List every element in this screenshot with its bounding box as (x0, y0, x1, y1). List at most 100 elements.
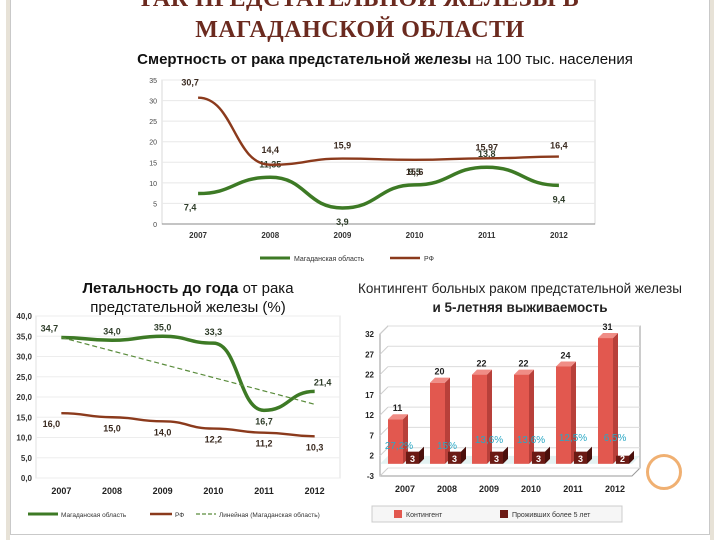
survivors-bar-label-2009: 3 (494, 454, 499, 464)
contingent-bar-top-2009 (472, 369, 492, 375)
lethality-y-tick: 10,0 (16, 434, 32, 443)
mortality-caption-rest: на 100 тыс. населения (475, 51, 633, 68)
lethality-data-label-rf-2010: 12,2 (205, 435, 223, 445)
contingent-bar-label-2010: 22 (518, 359, 528, 369)
contingent-grid-diag (379, 345, 389, 355)
contingent-bar-2007 (388, 419, 403, 464)
mortality-data-label-rf-2008: 14,4 (261, 145, 279, 155)
contingent-caption-normal: Контингент больных раком предстательной … (358, 281, 682, 296)
lethality-data-label-rf-2009: 14,0 (154, 427, 172, 437)
lethality-y-tick: 15,0 (16, 413, 32, 422)
lethality-y-tick: 20,0 (16, 393, 32, 402)
lethality-series-regional-line (61, 334, 315, 413)
contingent-chart-caption: Контингент больных раком предстательной … (355, 279, 685, 317)
lethality-data-label-regional-2010: 33,3 (205, 327, 223, 337)
mortality-y-tick: 15 (149, 160, 157, 167)
mortality-caption-bold: Смертность от рака предстательной железы (137, 51, 476, 68)
lethality-data-label-rf-2007: 16,0 (43, 419, 61, 429)
contingent-x-tick-2009: 2009 (479, 484, 499, 494)
mortality-chart-caption: Смертность от рака предстательной железы… (130, 50, 640, 69)
left-decor-bar (6, 0, 10, 540)
contingent-bar-label-2008: 20 (434, 367, 444, 377)
contingent-y-tick: 2 (370, 452, 375, 461)
lethality-caption-rest: от рака предстательной железы (%) (90, 280, 294, 316)
survivors-bar-label-2012: 2 (620, 454, 625, 464)
lethality-y-tick: 30,0 (16, 353, 32, 362)
lethality-data-label-regional-2012: 21,4 (314, 377, 332, 387)
lethality-chart: 0,0 5,0 10,0 15,0 20,0 25,0 30,0 35,0 40,0 2007 20… (16, 312, 341, 519)
mortality-data-label-rf-2010: 15,6 (406, 167, 424, 177)
contingent-y-tick: 12 (365, 411, 374, 420)
survivors-bar-side-2007 (419, 446, 424, 464)
mortality-legend-regional-label: Магаданская область (294, 255, 365, 263)
survivors-bar-2011 (574, 451, 587, 464)
contingent-grid-diag (379, 406, 389, 416)
contingent-x-tick-2012: 2012 (605, 484, 625, 494)
mortality-x-tick-2012: 2012 (550, 231, 568, 240)
contingent-grid-diag (379, 325, 389, 335)
mortality-series-regional-line (198, 165, 559, 210)
mortality-x-tick-2008: 2008 (261, 231, 279, 240)
contingent-legend-box (371, 505, 623, 523)
contingent-bar-side-2009 (487, 369, 492, 464)
contingent-y-tick: 17 (365, 391, 374, 400)
contingent-bar-top-2007 (388, 414, 408, 420)
contingent-bar-top-2011 (556, 361, 576, 367)
contingent-y-tick: -3 (367, 472, 375, 481)
contingent-bar-label-2012: 31 (602, 322, 612, 332)
contingent-grid-diag (379, 467, 389, 477)
lethality-data-label-regional-2009: 35,0 (154, 322, 172, 332)
mortality-data-label-rf-2009: 15,9 (334, 141, 352, 151)
contingent-bar-2008 (430, 382, 445, 464)
lethality-x-tick-2007: 2007 (51, 486, 71, 496)
contingent-x-tick-2008: 2008 (437, 484, 457, 494)
contingent-x-tick-2010: 2010 (521, 484, 541, 494)
contingent-x-tick-2011: 2011 (563, 484, 583, 494)
page-title-line-1: РАК ПРЕДСТАТЕЛЬНОЙ ЖЕЛЕЗЫ В (60, 0, 660, 12)
page-title-line-2: МАГАДАНСКОЙ ОБЛАСТИ (195, 17, 525, 43)
lethality-data-label-rf-2011: 11,2 (255, 439, 272, 449)
mortality-y-tick: 5 (153, 201, 157, 208)
mortality-data-label-regional-2012: 9,4 (553, 194, 566, 204)
mortality-y-tick: 25 (149, 119, 157, 126)
lethality-y-tick: 5,0 (21, 454, 33, 463)
contingent-grid-diag (379, 366, 389, 375)
survivors-bar-side-2011 (587, 446, 592, 464)
contingent-bar-side-2007 (403, 414, 408, 464)
survivors-bar-label-2010: 3 (536, 454, 541, 464)
contingent-bar-2012 (598, 338, 613, 464)
mortality-legend-rf-label: РФ (424, 256, 434, 263)
contingent-bar-label-2007: 11 (393, 403, 403, 413)
survivors-bar-label-2008: 3 (452, 454, 457, 464)
contingent-y-tick: 7 (370, 431, 375, 440)
contingent-y-tick: 22 (365, 371, 374, 380)
contingent-bar-2009 (472, 374, 487, 464)
lethality-chart-caption: Летальность до года от рака предстательн… (28, 279, 348, 317)
mortality-data-label-rf-2012: 16,4 (550, 141, 568, 151)
contingent-caption-bold: и 5-летняя выживаемость (432, 300, 608, 315)
slide-frame (10, 0, 710, 535)
mortality-y-tick: 20 (149, 140, 157, 147)
mortality-data-label-regional-2007: 7,4 (184, 203, 197, 213)
survival-rate-label-2010: 13,6% (517, 435, 545, 446)
contingent-legend-contingent-label: Контингент (406, 512, 443, 519)
mortality-y-tick: 35 (149, 78, 157, 85)
lethality-y-tick: 35,0 (16, 332, 32, 341)
mortality-chart: 0 5 10 15 20 25 30 35 2007 2008 2009 2010 2011 2012 7,… (149, 78, 596, 263)
contingent-bar-top-2008 (430, 377, 450, 383)
survivors-bar-2008 (448, 451, 461, 464)
lethality-data-label-rf-2008: 15,0 (103, 423, 121, 433)
contingent-bar-2011 (556, 366, 571, 464)
survivors-bar-side-2010 (545, 446, 550, 464)
contingent-y-tick: 32 (365, 330, 374, 339)
survivors-bar-2009 (490, 451, 503, 464)
mortality-data-label-regional-2011: 13,8 (478, 149, 496, 159)
contingent-grid-diag (379, 427, 389, 436)
survivors-bar-side-2009 (503, 446, 508, 464)
mortality-data-label-rf-2011: 15,97 (475, 142, 498, 152)
mortality-data-label-regional-2009: 3,9 (336, 217, 349, 227)
lethality-legend-trend-label: Линейная (Магаданская область) (219, 511, 320, 519)
contingent-grid-diag (379, 447, 389, 457)
contingent-chart: -327121722273211327,2%200720315%20082231… (365, 322, 641, 523)
lethality-data-label-regional-2008: 34,0 (103, 326, 121, 336)
